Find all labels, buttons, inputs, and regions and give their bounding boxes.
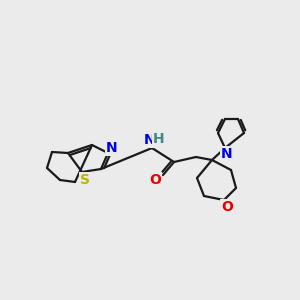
Text: O: O xyxy=(149,173,161,187)
Text: N: N xyxy=(106,141,118,155)
Text: O: O xyxy=(221,200,233,214)
Text: S: S xyxy=(80,173,90,187)
Text: H: H xyxy=(153,132,165,146)
Text: N: N xyxy=(144,133,156,147)
Text: N: N xyxy=(221,147,233,161)
